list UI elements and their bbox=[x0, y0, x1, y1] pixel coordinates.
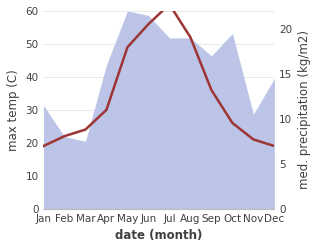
X-axis label: date (month): date (month) bbox=[115, 229, 203, 242]
Y-axis label: max temp (C): max temp (C) bbox=[7, 69, 20, 151]
Y-axis label: med. precipitation (kg/m2): med. precipitation (kg/m2) bbox=[298, 30, 311, 189]
